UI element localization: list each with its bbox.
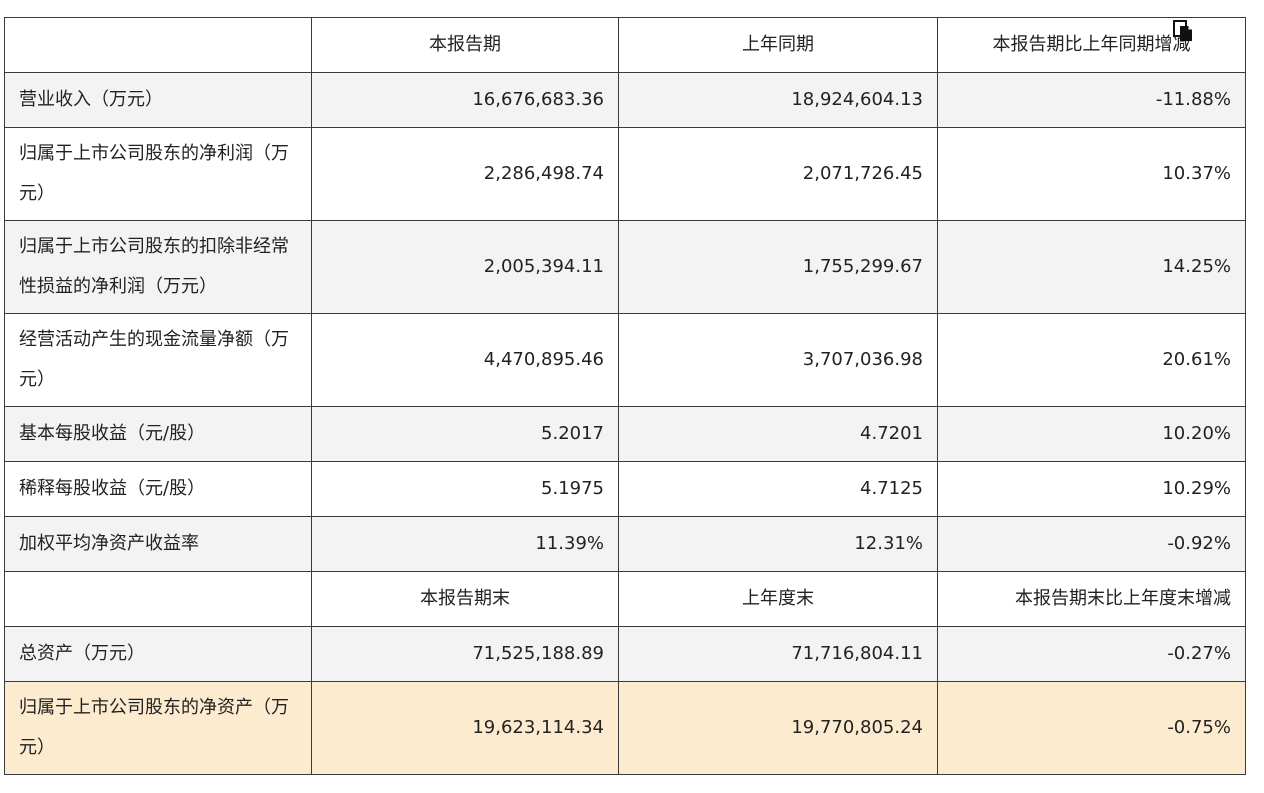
prior-value: 3,707,036.98 [618,313,938,407]
header-current-period: 本报告期 [311,17,619,73]
header-empty-cell [4,17,312,73]
financial-table: 本报告期 上年同期 本报告期比上年同期增减 [4,17,1246,775]
subheader-empty-cell [4,571,312,627]
change-value: -0.27% [937,626,1246,682]
table-header-row: 本报告期 上年同期 本报告期比上年同期增减 [4,17,1246,73]
change-value: -0.92% [937,516,1246,572]
current-value: 5.1975 [311,461,619,517]
row-label: 归属于上市公司股东的扣除非经常性损益的净利润（万元） [4,220,312,314]
row-label: 稀释每股收益（元/股） [4,461,312,517]
current-value: 5.2017 [311,406,619,462]
current-value: 2,286,498.74 [311,127,619,221]
prior-value: 4.7125 [618,461,938,517]
row-label: 加权平均净资产收益率 [4,516,312,572]
current-value: 19,623,114.34 [311,681,619,775]
change-value: 10.29% [937,461,1246,517]
prior-value: 1,755,299.67 [618,220,938,314]
current-value: 11.39% [311,516,619,572]
table-row: 归属于上市公司股东的扣除非经常性损益的净利润（万元） 2,005,394.11 … [4,220,1246,314]
prior-value: 18,924,604.13 [618,72,938,128]
header-change-wrap: 本报告期比上年同期增减 [992,20,1192,55]
table-row: 基本每股收益（元/股） 5.2017 4.7201 10.20% [4,406,1246,462]
table-row-highlighted: 归属于上市公司股东的净资产（万元） 19,623,114.34 19,770,8… [4,681,1246,775]
change-value: -11.88% [937,72,1246,128]
change-value: 20.61% [937,313,1246,407]
prior-value: 4.7201 [618,406,938,462]
current-value: 2,005,394.11 [311,220,619,314]
subheader-change: 本报告期末比上年度末增减 [937,571,1246,627]
row-label: 基本每股收益（元/股） [4,406,312,462]
change-value: 10.20% [937,406,1246,462]
table-row: 加权平均净资产收益率 11.39% 12.31% -0.92% [4,516,1246,572]
row-label: 营业收入（万元） [4,72,312,128]
copy-icon[interactable] [1171,18,1195,42]
table-row: 营业收入（万元） 16,676,683.36 18,924,604.13 -11… [4,72,1246,128]
row-label: 归属于上市公司股东的净资产（万元） [4,681,312,775]
row-label: 经营活动产生的现金流量净额（万元） [4,313,312,407]
row-label: 归属于上市公司股东的净利润（万元） [4,127,312,221]
header-prior-period: 上年同期 [618,17,938,73]
table-row: 经营活动产生的现金流量净额（万元） 4,470,895.46 3,707,036… [4,313,1246,407]
subheader-period-end: 本报告期末 [311,571,619,627]
header-change-label: 本报告期比上年同期增减 [992,34,1191,55]
prior-value: 2,071,726.45 [618,127,938,221]
current-value: 4,470,895.46 [311,313,619,407]
prior-value: 12.31% [618,516,938,572]
subheader-prior-year-end: 上年度末 [618,571,938,627]
financial-summary: 本报告期 上年同期 本报告期比上年同期增减 [4,17,1246,775]
row-label: 总资产（万元） [4,626,312,682]
prior-value: 19,770,805.24 [618,681,938,775]
header-change: 本报告期比上年同期增减 [937,17,1246,73]
table-row: 总资产（万元） 71,525,188.89 71,716,804.11 -0.2… [4,626,1246,682]
current-value: 71,525,188.89 [311,626,619,682]
change-value: 10.37% [937,127,1246,221]
table-row: 稀释每股收益（元/股） 5.1975 4.7125 10.29% [4,461,1246,517]
change-value: 14.25% [937,220,1246,314]
table-row: 归属于上市公司股东的净利润（万元） 2,286,498.74 2,071,726… [4,127,1246,221]
change-value: -0.75% [937,681,1246,775]
table-subheader-row: 本报告期末 上年度末 本报告期末比上年度末增减 [4,571,1246,627]
prior-value: 71,716,804.11 [618,626,938,682]
current-value: 16,676,683.36 [311,72,619,128]
